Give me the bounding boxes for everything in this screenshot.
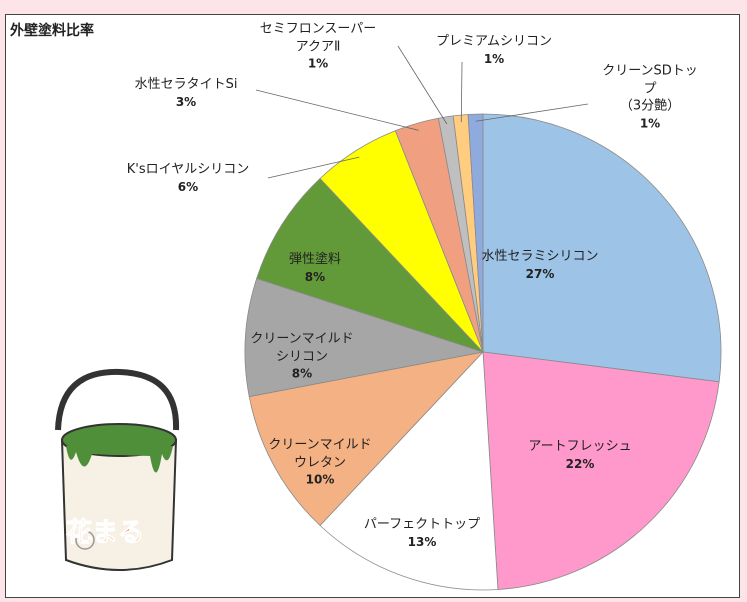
category-label: プレミアムシリコン — [436, 33, 552, 51]
value-label: 6% — [127, 179, 249, 195]
category-label: アートフレッシュ — [528, 438, 631, 456]
value-label: 3% — [135, 94, 238, 110]
value-label: 27% — [481, 266, 598, 282]
value-label: 1% — [602, 115, 699, 131]
category-label: クリーンマイルド ウレタン — [268, 436, 371, 471]
category-label: セミフロンスーパー アクアⅡ — [260, 20, 377, 55]
category-label: K'sロイヤルシリコン — [127, 161, 249, 179]
value-label: 22% — [528, 456, 631, 472]
slice-label: クリーンSDトップ （3分艶）1% — [602, 63, 699, 132]
value-label: 1% — [436, 51, 552, 67]
page: 外壁塗料比率 花まる 水性セラミシリコン27% アートフレッシュ22% パーフェクト… — [0, 0, 747, 602]
logo-text: 花まる — [66, 512, 144, 549]
category-label: 水性セラミシリコン — [481, 248, 598, 266]
chart-title: 外壁塗料比率 — [10, 20, 94, 40]
leader-line — [461, 62, 462, 122]
category-label: 弾性塗料 — [289, 251, 341, 269]
category-label: クリーンマイルド シリコン — [250, 330, 353, 365]
category-label: クリーンSDトップ （3分艶） — [602, 63, 699, 116]
value-label: 10% — [268, 471, 371, 487]
value-label: 13% — [364, 534, 480, 550]
leader-line — [256, 90, 419, 130]
value-label: 8% — [289, 269, 341, 285]
category-label: 水性セラタイトSi — [135, 76, 238, 94]
category-label: パーフェクトトップ — [364, 516, 480, 534]
value-label: 8% — [250, 365, 353, 381]
value-label: 1% — [260, 55, 377, 71]
